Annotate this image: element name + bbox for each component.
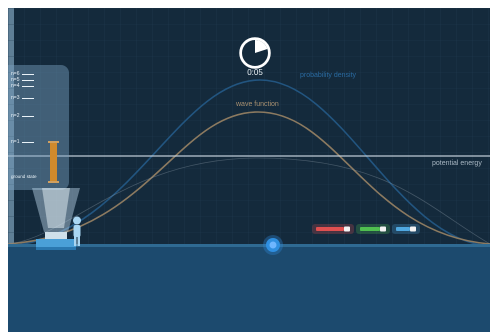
level-label: n=1: [11, 139, 20, 145]
level-line: [22, 116, 34, 117]
wave-function-label: wave function: [236, 101, 279, 108]
timer[interactable]: 0:05: [238, 36, 272, 82]
potential-energy-label: potential energy: [432, 160, 482, 167]
simulation-canvas: n=6 n=5 n=4 n=3 n=2 n=1 ground state 0:0…: [8, 8, 490, 332]
floor-edge: [8, 244, 490, 248]
level-label: n=6: [11, 71, 20, 77]
level-label: n=5: [11, 77, 20, 83]
ground-state-bar-base: [48, 181, 59, 183]
level-label: n=3: [11, 95, 20, 101]
level-label: n=4: [11, 83, 20, 89]
red-laser-icon[interactable]: [312, 224, 354, 234]
timer-label: 0:05: [247, 68, 263, 77]
probability-density-label: probability density: [300, 72, 357, 79]
projector-icon[interactable]: [28, 188, 84, 252]
level-line: [22, 142, 34, 143]
level-line: [22, 80, 34, 81]
potential-well-curve: [8, 157, 490, 245]
ground-state-label: ground state: [11, 174, 37, 179]
energy-level-panel[interactable]: n=6 n=5 n=4 n=3 n=2 n=1 ground state: [8, 65, 69, 190]
level-line: [22, 98, 34, 99]
timer-elapsed-wedge: [255, 40, 268, 53]
ground-state-bar-cap: [48, 141, 59, 143]
ground-state-bar[interactable]: [50, 143, 57, 181]
wave-function-curve: [8, 111, 490, 245]
floor: [8, 247, 490, 332]
level-line: [22, 86, 34, 87]
probability-density-curve: [8, 79, 490, 247]
level-line: [22, 74, 34, 75]
green-laser-icon[interactable]: [356, 224, 390, 234]
photon-icon[interactable]: [262, 234, 284, 256]
level-label: n=2: [11, 113, 20, 119]
blue-laser-icon[interactable]: [392, 224, 420, 234]
person-icon[interactable]: [71, 216, 83, 246]
stopwatch-icon: [239, 37, 271, 69]
